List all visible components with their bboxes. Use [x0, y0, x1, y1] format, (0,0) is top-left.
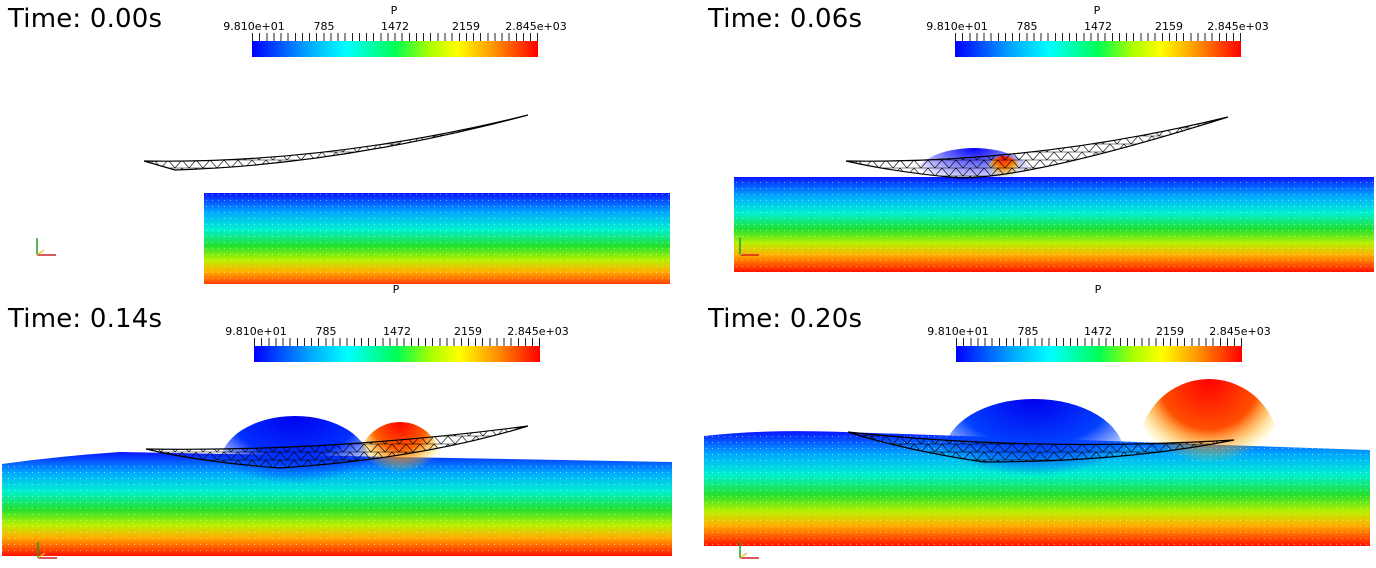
panel-t014: Time: 0.14s P 9.810e+01 785 1472 2159 2.… — [0, 284, 688, 568]
time-label: Time: 0.00s — [8, 4, 163, 34]
simulation-view — [704, 379, 1370, 559]
colorbar-tick-max: 2.845e+03 — [505, 20, 567, 33]
colorbar-tick-2: 785 — [315, 325, 337, 338]
colorbar-tick-2: 785 — [1017, 325, 1039, 338]
colorbar-tick-max: 2.845e+03 — [1207, 20, 1269, 33]
colorbar-ticks — [252, 33, 538, 42]
colorbar-ticks — [955, 33, 1241, 42]
simulation-view — [734, 116, 1374, 272]
solid-body-mesh — [145, 425, 529, 469]
time-label: Time: 0.14s — [8, 304, 163, 334]
colorbar-ticks — [254, 338, 540, 347]
colorbar-tick-min: 9.810e+01 — [927, 325, 989, 338]
simulation-view — [36, 114, 670, 284]
colorbar-tick-min: 9.810e+01 — [926, 20, 988, 33]
axes-triad-icon — [36, 238, 56, 256]
colorbar-tick-2: 785 — [1016, 20, 1038, 33]
panel-t006: Time: 0.06s P 9.810e+01 785 1472 2159 2.… — [704, 0, 1376, 284]
panel-t020: Time: 0.20s P 9.810e+01 785 1472 2159 2.… — [704, 284, 1376, 568]
colorbar-tick-4: 2159 — [452, 20, 480, 33]
colorbar-gradient — [955, 41, 1241, 57]
colorbar-tick-max: 2.845e+03 — [1209, 325, 1271, 338]
solid-body-mesh — [847, 431, 1235, 463]
colorbar-tick-4: 2159 — [1156, 325, 1184, 338]
colorbar-tick-2: 785 — [313, 20, 335, 33]
colorbar-tick-3: 1472 — [1084, 20, 1112, 33]
simulation-view — [2, 416, 672, 559]
colorbar-tick-3: 1472 — [1084, 325, 1112, 338]
axes-triad-icon — [37, 542, 57, 559]
colorbar-tick-min: 9.810e+01 — [225, 325, 287, 338]
colorbar-title: P — [392, 284, 400, 296]
solid-body-mesh — [845, 116, 1229, 179]
solid-body-mesh — [143, 114, 529, 171]
time-label: Time: 0.06s — [708, 4, 863, 34]
colorbar-tick-3: 1472 — [383, 325, 411, 338]
colorbar-title: P — [1094, 284, 1102, 296]
colorbar-title: P — [1093, 4, 1101, 17]
colorbar-gradient — [254, 346, 540, 362]
axes-triad-icon — [739, 542, 759, 559]
colorbar-tick-3: 1472 — [381, 20, 409, 33]
colorbar-tick-4: 2159 — [454, 325, 482, 338]
colorbar-ticks — [956, 338, 1242, 347]
colorbar-gradient — [956, 346, 1242, 362]
colorbar-gradient — [252, 41, 538, 57]
colorbar-title: P — [390, 4, 398, 17]
panel-t000: Time: 0.00s P 9.810e+01 785 1472 2159 2.… — [0, 0, 688, 284]
axes-triad-icon — [739, 238, 759, 256]
time-label: Time: 0.20s — [708, 304, 863, 334]
colorbar-tick-max: 2.845e+03 — [507, 325, 569, 338]
colorbar-tick-min: 9.810e+01 — [223, 20, 285, 33]
colorbar-tick-4: 2159 — [1155, 20, 1183, 33]
